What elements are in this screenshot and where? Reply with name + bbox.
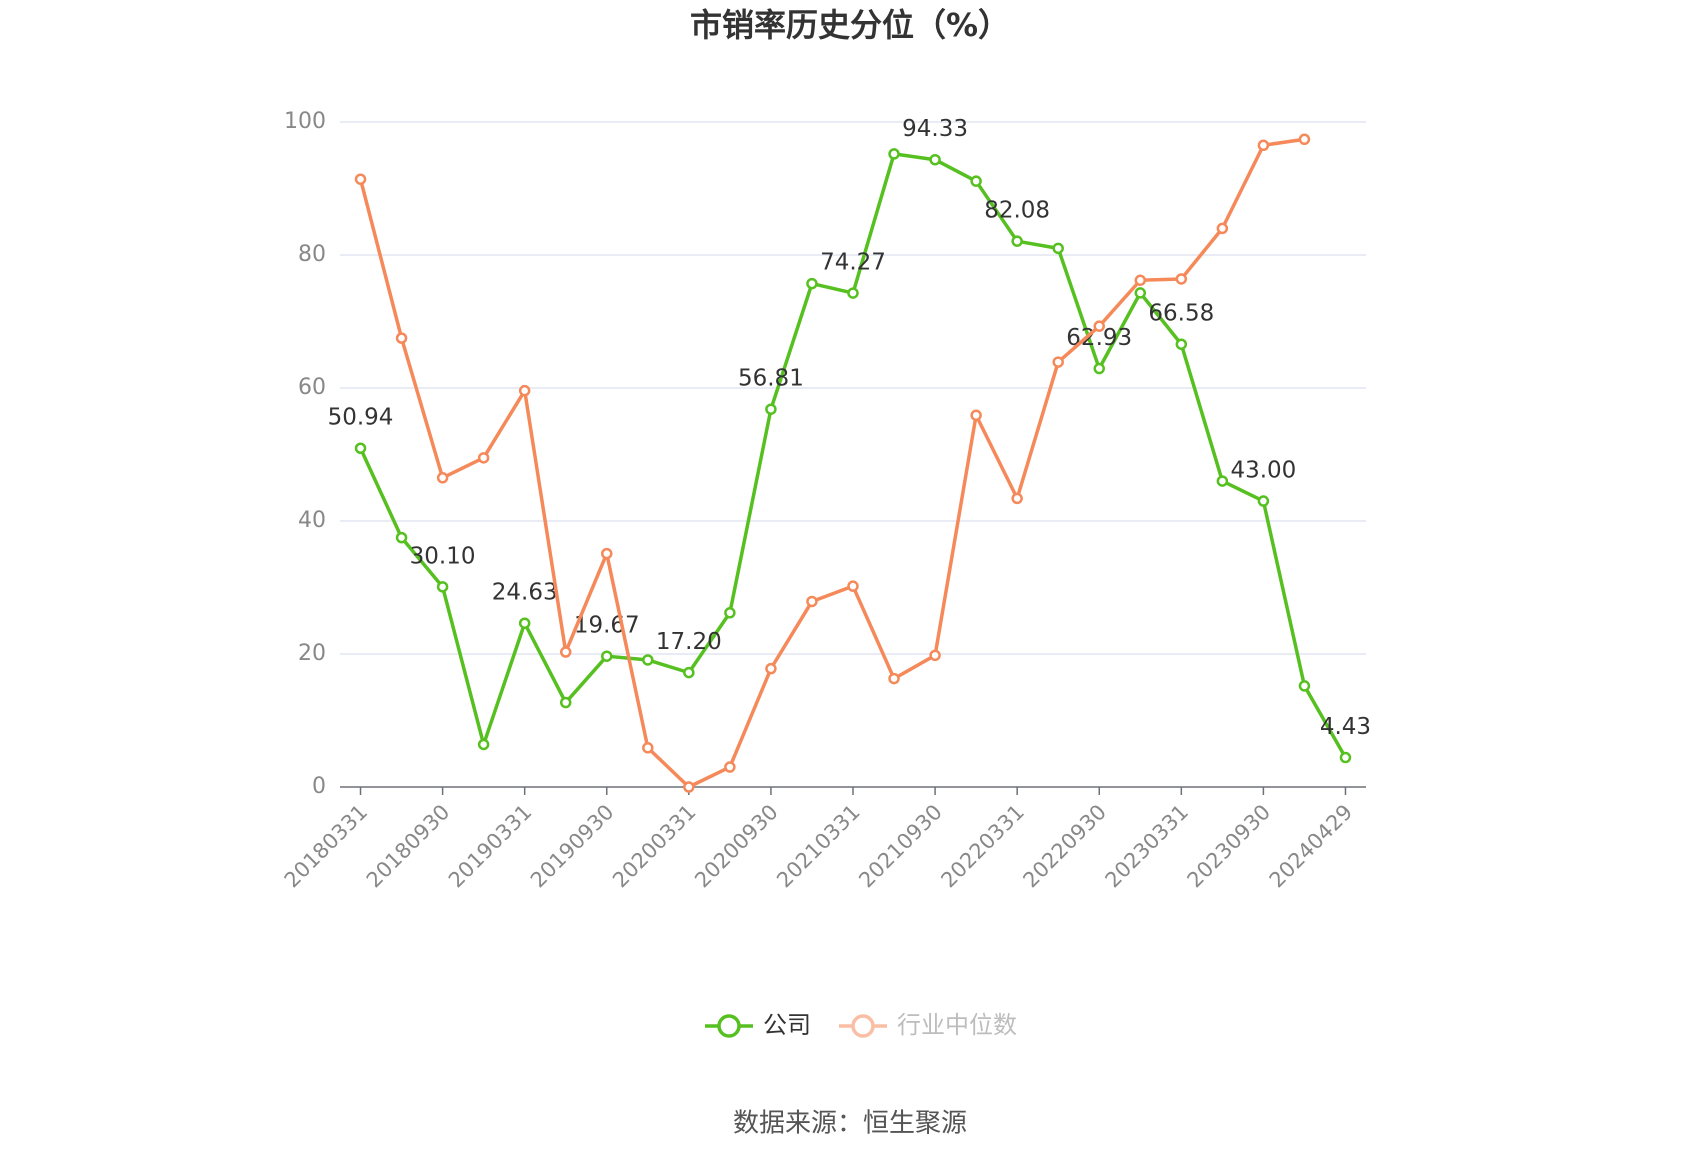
series-line — [358, 152, 1347, 759]
data-point — [1298, 680, 1311, 692]
data-point — [970, 409, 982, 422]
x-tick-label: 20200930 — [690, 800, 783, 893]
data-label: 82.08 — [984, 198, 1050, 224]
data-label: 94.33 — [902, 116, 968, 142]
source-note: 数据来源：恒生聚源 — [733, 1109, 967, 1139]
data-label: 43.00 — [1230, 458, 1296, 484]
data-label: 50.94 — [328, 405, 394, 431]
data-point — [354, 173, 367, 185]
data-point — [1011, 235, 1023, 247]
data-label: 17.20 — [656, 629, 722, 655]
data-point — [642, 654, 654, 666]
data-point — [395, 531, 408, 544]
data-point — [847, 580, 859, 592]
data-point — [970, 175, 982, 187]
y-tick-label: 20 — [298, 641, 326, 666]
data-point — [847, 287, 859, 299]
data-point — [1216, 222, 1229, 235]
data-point — [1093, 320, 1105, 332]
data-point — [806, 277, 818, 290]
data-point — [395, 332, 408, 344]
data-point — [477, 452, 490, 464]
data-label: 74.27 — [820, 250, 886, 276]
x-tick-label: 20190331 — [444, 800, 537, 893]
x-tick-label: 20180930 — [362, 800, 455, 893]
data-label: 19.67 — [574, 613, 640, 639]
data-point — [477, 738, 490, 751]
data-point — [888, 148, 900, 160]
data-point — [1011, 492, 1023, 505]
data-label: 30.10 — [410, 543, 476, 569]
data-point — [601, 547, 613, 560]
data-label: 56.81 — [738, 366, 804, 392]
data-point — [436, 581, 449, 593]
data-point — [683, 666, 695, 679]
x-tick-label: 20220331 — [936, 800, 1029, 893]
x-tick-label: 20190930 — [526, 800, 619, 893]
data-point — [1175, 338, 1188, 350]
data-point — [642, 742, 654, 754]
y-tick-label: 80 — [298, 242, 326, 267]
legend-item[interactable]: 公司 — [705, 1011, 811, 1039]
data-label: 66.58 — [1148, 301, 1214, 327]
data-point — [1257, 139, 1270, 152]
data-point — [518, 384, 531, 397]
data-point — [765, 403, 777, 415]
data-point — [1052, 242, 1064, 255]
data-point — [683, 781, 695, 793]
data-point — [1175, 273, 1188, 285]
y-tick-label: 40 — [298, 508, 326, 533]
x-tick-label: 20210331 — [772, 800, 865, 893]
x-tick-label: 20240429 — [1265, 800, 1358, 893]
data-point — [1339, 751, 1352, 764]
x-tick-label: 20230331 — [1101, 800, 1194, 893]
legend-label: 公司 — [763, 1011, 811, 1039]
legend-label: 行业中位数 — [897, 1011, 1017, 1039]
y-tick-label: 0 — [312, 774, 326, 799]
legend-item[interactable]: 行业中位数 — [839, 1011, 1017, 1039]
data-label: 4.43 — [1320, 714, 1371, 740]
y-tick-label: 60 — [298, 375, 326, 400]
data-point — [1052, 356, 1064, 368]
data-label: 24.63 — [492, 580, 558, 606]
data-point — [724, 607, 736, 619]
data-point — [1216, 475, 1229, 487]
data-point — [1298, 133, 1311, 146]
data-point — [436, 472, 449, 484]
legend-marker — [717, 1014, 741, 1038]
legend-marker — [851, 1014, 875, 1038]
data-point — [724, 761, 736, 773]
legend: 公司 行业中位数 — [705, 1011, 1017, 1039]
chart-title: 市销率历史分位（%） — [690, 6, 1010, 44]
data-point — [1257, 495, 1270, 507]
data-point — [601, 650, 613, 662]
data-point — [559, 646, 572, 658]
data-point — [1093, 362, 1105, 375]
data-point — [354, 442, 367, 454]
data-point — [888, 672, 900, 685]
data-point — [929, 153, 941, 166]
data-point — [765, 662, 777, 675]
y-tick-label: 100 — [284, 109, 326, 134]
data-point — [518, 617, 531, 629]
series-line — [358, 137, 1305, 789]
x-tick-label: 20230930 — [1183, 800, 1276, 893]
x-tick-label: 20220930 — [1018, 800, 1111, 893]
x-tick-label: 20210930 — [854, 800, 947, 893]
data-point — [1134, 287, 1147, 299]
x-tick-label: 20200331 — [608, 800, 701, 893]
data-point — [806, 595, 818, 608]
data-point — [929, 649, 941, 662]
data-point — [1134, 274, 1147, 287]
x-tick-label: 20180331 — [280, 800, 373, 893]
data-point — [559, 696, 572, 709]
